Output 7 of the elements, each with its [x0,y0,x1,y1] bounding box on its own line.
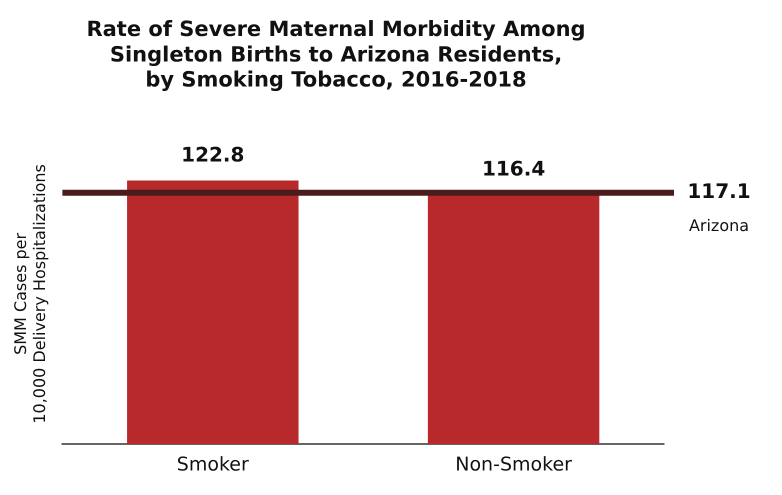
x-tick-label: Non-Smoker [455,454,572,476]
x-tick-label: Smoker [176,454,249,476]
chart-title: Rate of Severe Maternal Morbidity Among Singleton Births to Arizona Residents, by Smoking Tobacco, 2016-2018 [86,17,586,92]
data-label: 116.4 [482,156,546,180]
data-label: 122.8 [181,142,244,167]
ref-line-label: 117.1 Arizona [687,178,751,235]
y-axis-title: SMM Cases per 10,000 Delivery Hospitalizations [10,164,49,424]
